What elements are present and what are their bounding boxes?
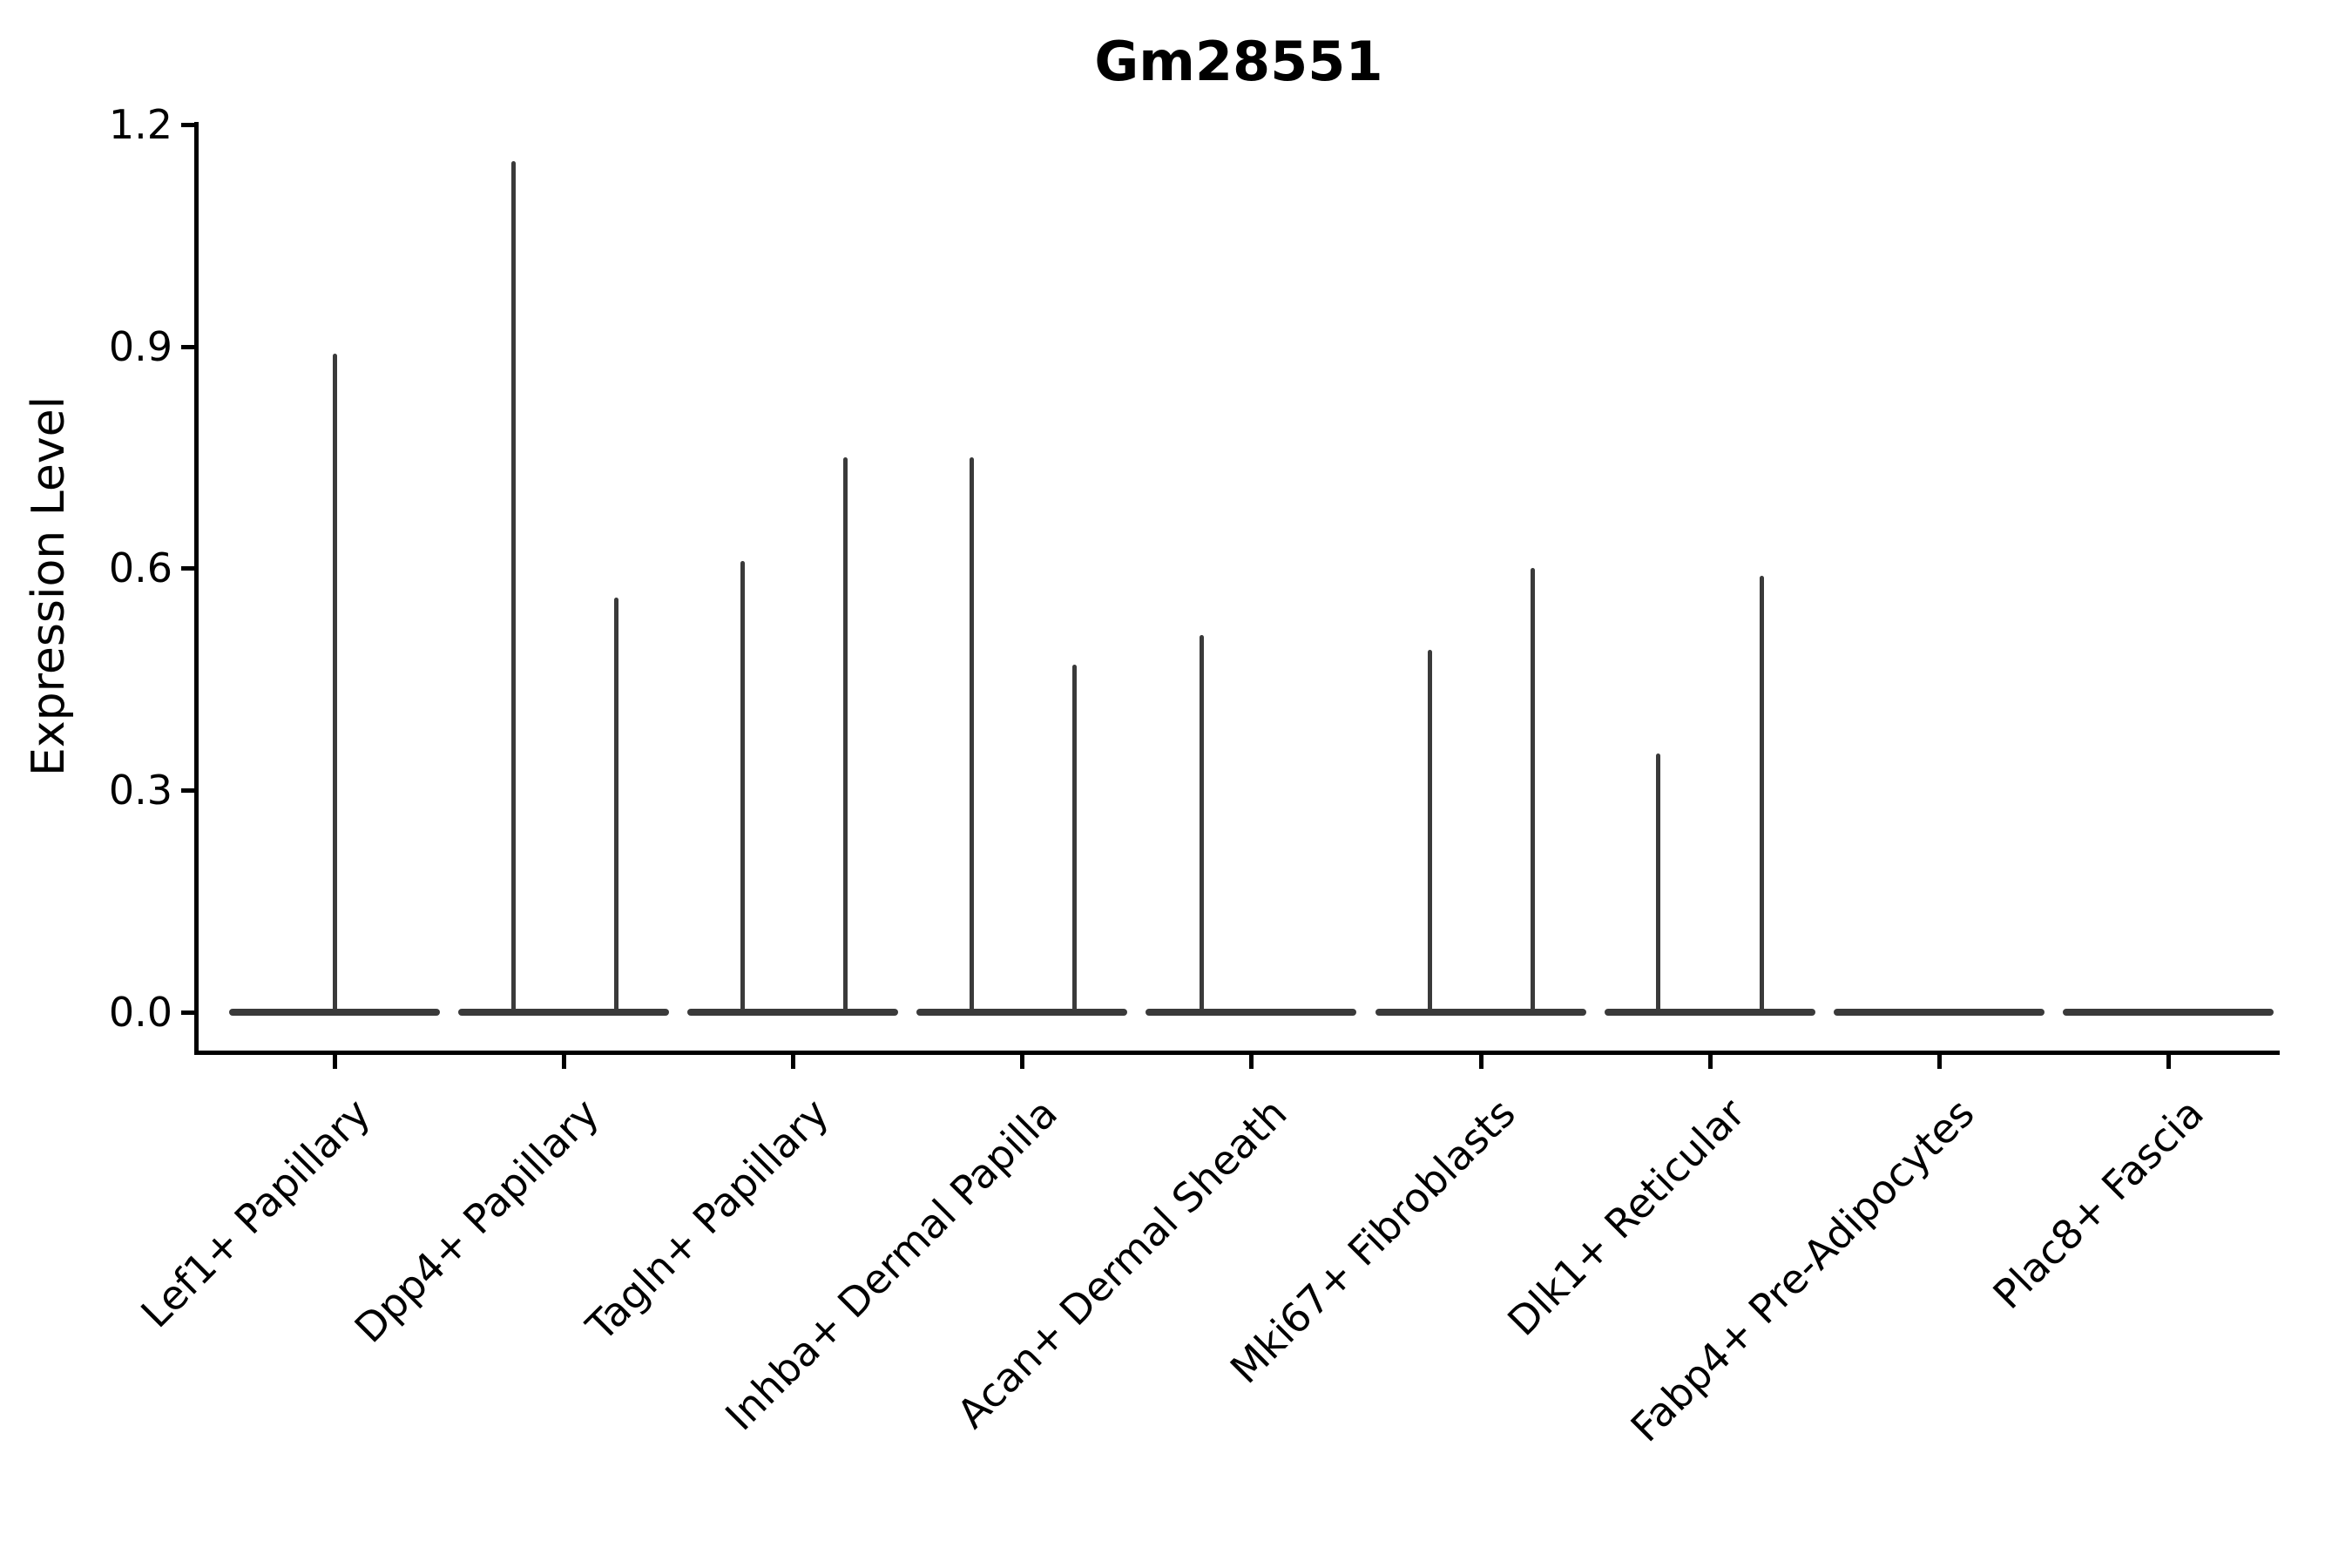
x-tick-mark xyxy=(1707,1055,1713,1069)
x-tick-label: Dpp4+ Papillary xyxy=(345,1089,608,1352)
violin-baseline xyxy=(687,1009,899,1016)
y-tick-label: 0.0 xyxy=(108,989,172,1036)
x-tick-mark xyxy=(562,1055,567,1069)
violin-spike xyxy=(969,457,974,1012)
x-tick-label: Plac8+ Fascia xyxy=(1984,1089,2213,1318)
violin-baseline xyxy=(458,1009,670,1016)
x-tick-mark xyxy=(1020,1055,1025,1069)
violin-spike xyxy=(842,457,848,1012)
x-tick-mark xyxy=(333,1055,337,1069)
violin-spike xyxy=(1428,649,1432,1012)
y-tick-mark xyxy=(181,122,195,127)
y-axis-spine xyxy=(194,122,199,1054)
violin-baseline xyxy=(1375,1009,1586,1016)
violin-baseline xyxy=(2062,1009,2274,1016)
violin-spike xyxy=(1071,664,1077,1012)
violin-baseline xyxy=(1833,1009,2044,1016)
x-tick-label: Dlk1+ Reticular xyxy=(1498,1089,1754,1345)
x-tick-mark xyxy=(791,1055,796,1069)
y-tick-mark xyxy=(181,344,195,349)
violin-baseline xyxy=(1604,1009,1815,1016)
violin-spike xyxy=(1531,568,1535,1012)
x-tick-label: Lef1+ Papillary xyxy=(131,1089,379,1337)
y-tick-label: 0.9 xyxy=(108,322,172,370)
y-tick-mark xyxy=(181,788,195,794)
x-tick-mark xyxy=(2166,1055,2171,1069)
x-tick-label: Tagln+ Papillary xyxy=(577,1089,837,1350)
violin-baseline xyxy=(1146,1009,1357,1016)
x-tick-mark xyxy=(1936,1055,1942,1069)
x-axis-spine xyxy=(194,1051,2280,1055)
x-tick-mark xyxy=(1249,1055,1254,1069)
violin-baseline xyxy=(229,1009,440,1016)
violin-spike xyxy=(613,598,618,1012)
y-tick-mark xyxy=(181,566,195,571)
violin-spike xyxy=(1656,753,1661,1012)
violin-baseline xyxy=(916,1009,1128,1016)
violin-spike xyxy=(1760,575,1765,1012)
violin-spike xyxy=(510,161,516,1012)
y-tick-mark xyxy=(181,1010,195,1015)
y-tick-label: 0.6 xyxy=(108,544,172,592)
violin-spike xyxy=(332,354,337,1012)
x-tick-mark xyxy=(1478,1055,1484,1069)
plot-title: Gm28551 xyxy=(1094,30,1383,93)
y-tick-label: 0.3 xyxy=(108,767,172,814)
violin-spike xyxy=(1199,634,1204,1012)
violin-spike xyxy=(740,560,745,1012)
y-tick-label: 1.2 xyxy=(108,100,172,148)
